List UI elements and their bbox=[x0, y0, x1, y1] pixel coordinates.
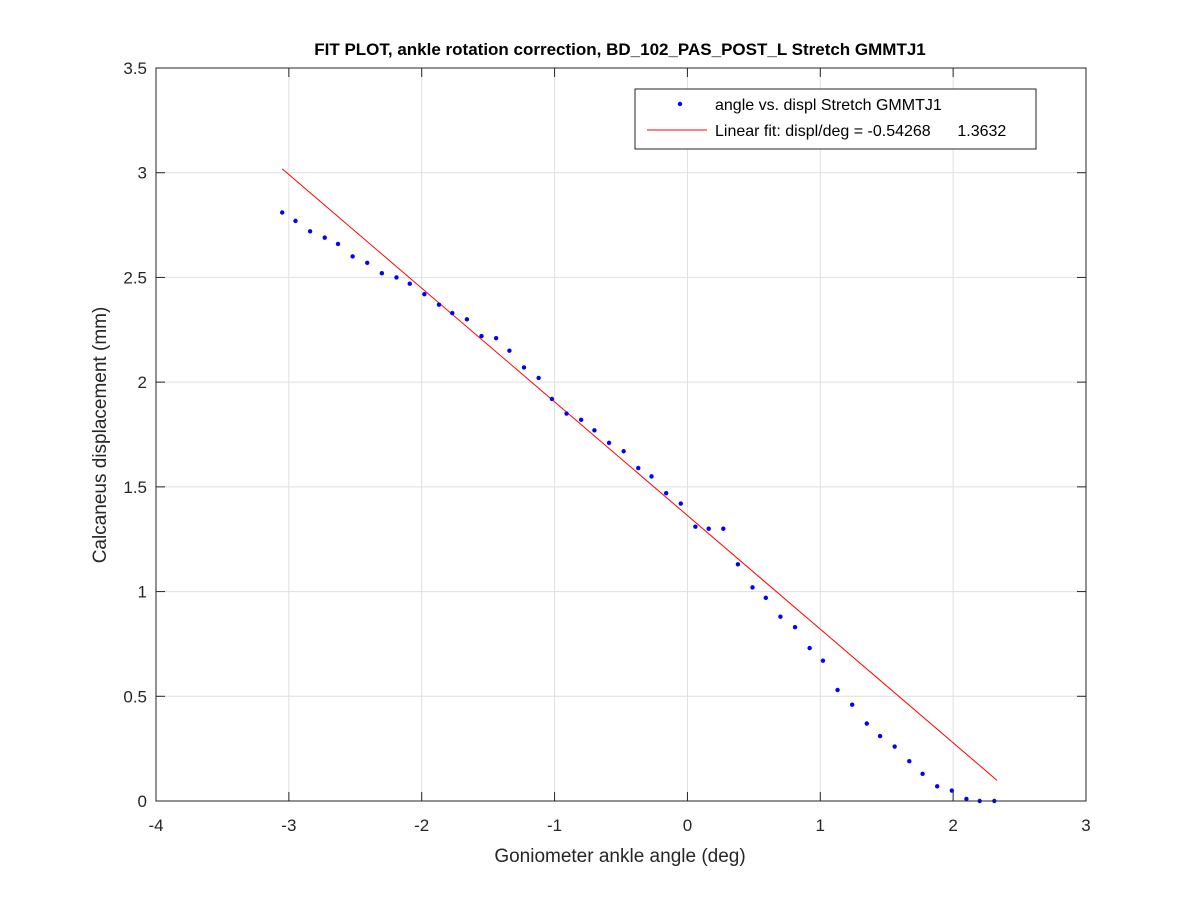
data-point bbox=[864, 721, 869, 726]
chart-title: FIT PLOT, ankle rotation correction, BD_… bbox=[314, 40, 926, 59]
data-point bbox=[792, 624, 798, 630]
data-point bbox=[735, 562, 741, 567]
data-point bbox=[307, 229, 313, 234]
data-point bbox=[422, 291, 427, 297]
data-point bbox=[322, 235, 327, 240]
data-point bbox=[365, 260, 370, 265]
tick-labels: -4 -3 -2 -1 0 1 2 3 0 0.5 1 1.5 2 2.5 3 3.5 bbox=[123, 59, 1090, 835]
x-tick-label: 3 bbox=[1081, 816, 1090, 835]
legend-box bbox=[634, 88, 1037, 150]
legend-label-points: angle vs. displ Stretch GMMTJ1 bbox=[715, 97, 942, 114]
axis-ticks bbox=[155, 67, 1087, 802]
data-points-group bbox=[280, 210, 997, 804]
data-point bbox=[436, 302, 442, 307]
data-point bbox=[407, 281, 412, 286]
legend-label-fit: Linear fit: displ/deg = -0.54268 1.3632 bbox=[715, 123, 1006, 140]
data-point bbox=[464, 317, 470, 322]
data-point bbox=[280, 210, 285, 215]
data-point bbox=[920, 771, 925, 776]
legend-marker-points bbox=[677, 101, 683, 107]
data-point bbox=[907, 759, 912, 764]
data-point bbox=[479, 333, 484, 339]
data-point bbox=[778, 614, 783, 619]
data-point bbox=[507, 348, 512, 353]
y-tick-label: 0 bbox=[138, 792, 147, 811]
x-tick-label: -3 bbox=[281, 816, 296, 835]
data-point bbox=[549, 396, 555, 402]
data-point bbox=[807, 645, 812, 651]
data-point bbox=[606, 440, 612, 446]
data-point bbox=[621, 449, 626, 454]
x-tick-label: -2 bbox=[414, 816, 429, 835]
data-point bbox=[649, 474, 654, 479]
data-point bbox=[964, 796, 969, 802]
x-axis-label: Goniometer ankle angle (deg) bbox=[494, 846, 745, 867]
data-point bbox=[706, 526, 711, 531]
x-tick-label: 1 bbox=[816, 816, 825, 835]
data-point bbox=[935, 784, 940, 789]
data-point bbox=[536, 375, 541, 381]
data-point bbox=[564, 411, 569, 416]
data-point bbox=[678, 501, 683, 506]
data-point bbox=[335, 241, 341, 247]
fit-line-group bbox=[281, 168, 998, 781]
y-tick-label: 2.5 bbox=[123, 268, 147, 287]
y-tick-label: 1.5 bbox=[123, 478, 147, 497]
data-point bbox=[293, 218, 298, 224]
data-point bbox=[350, 254, 355, 259]
data-point bbox=[763, 595, 769, 601]
data-point bbox=[636, 465, 641, 471]
data-point bbox=[820, 658, 826, 663]
x-tick-label: 2 bbox=[948, 816, 957, 835]
fit-line bbox=[281, 168, 998, 781]
legend: angle vs. displ Stretch GMMTJ1 Linear fi… bbox=[634, 88, 1037, 150]
x-tick-label: -1 bbox=[547, 816, 562, 835]
data-point bbox=[693, 524, 698, 529]
y-tick-label: 3.5 bbox=[123, 59, 147, 78]
data-point bbox=[578, 417, 584, 423]
y-tick-label: 0.5 bbox=[123, 687, 147, 706]
data-point bbox=[521, 365, 527, 370]
data-point bbox=[379, 271, 385, 276]
data-point bbox=[592, 428, 597, 433]
data-point bbox=[892, 744, 897, 749]
data-point bbox=[394, 275, 399, 280]
data-point bbox=[877, 733, 883, 739]
y-tick-label: 1 bbox=[138, 583, 147, 602]
data-point bbox=[835, 687, 840, 693]
x-tick-label: -4 bbox=[148, 816, 163, 835]
plot-area bbox=[156, 68, 1086, 801]
data-point bbox=[450, 310, 455, 316]
data-point bbox=[949, 788, 955, 793]
data-point bbox=[750, 585, 755, 590]
data-point bbox=[663, 490, 669, 496]
data-point bbox=[493, 335, 499, 341]
y-axis-label: Calcaneus displacement (mm) bbox=[90, 307, 111, 564]
data-point bbox=[721, 526, 726, 531]
data-point bbox=[849, 702, 855, 707]
y-tick-label: 2 bbox=[138, 373, 147, 392]
y-tick-label: 3 bbox=[138, 164, 147, 183]
x-tick-label: 0 bbox=[683, 816, 692, 835]
axes-box bbox=[155, 67, 1087, 802]
